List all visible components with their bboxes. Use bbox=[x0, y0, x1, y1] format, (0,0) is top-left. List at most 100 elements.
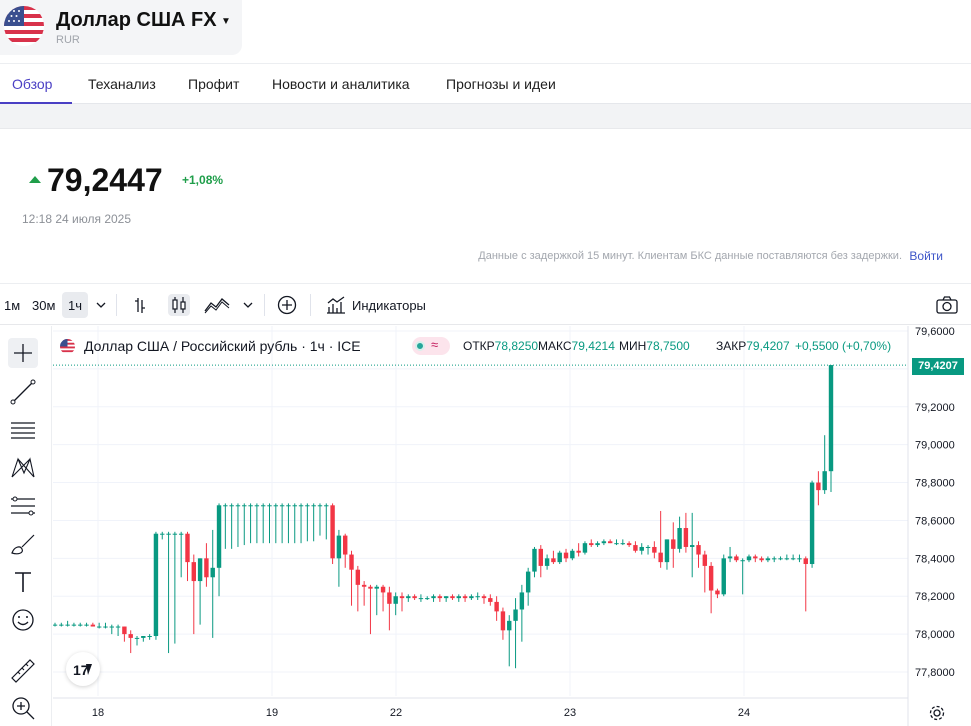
ruler-icon[interactable] bbox=[8, 656, 38, 686]
candle-body bbox=[626, 543, 632, 546]
high-label: МАКС bbox=[538, 339, 572, 353]
chart-toolbar: 1м 30м 1ч Индикаторы bbox=[0, 283, 971, 325]
y-tick-label: 78,4000 bbox=[915, 553, 955, 565]
y-tick-label: 78,6000 bbox=[915, 515, 955, 527]
y-tick-label: 78,8000 bbox=[915, 478, 955, 490]
candle-body bbox=[298, 505, 304, 507]
bar-chart-icon[interactable] bbox=[133, 296, 151, 314]
crosshair-icon[interactable] bbox=[8, 338, 38, 368]
tradingview-logo[interactable]: 17 bbox=[66, 652, 100, 686]
candle-body bbox=[216, 505, 222, 568]
candle-body bbox=[652, 546, 657, 553]
candle-body bbox=[620, 543, 626, 545]
candle-body bbox=[790, 558, 796, 560]
candle-body bbox=[746, 556, 752, 561]
candle-body bbox=[689, 545, 695, 547]
indicators-label[interactable]: Индикаторы bbox=[352, 298, 426, 313]
candles-icon[interactable] bbox=[168, 294, 190, 316]
delay-note: Данные с задержкой 15 минут. Клиентам БК… bbox=[478, 250, 902, 262]
tab-forecasts[interactable]: Прогнозы и идеи bbox=[446, 76, 556, 92]
camera-icon[interactable] bbox=[936, 296, 958, 314]
candle-body bbox=[292, 505, 297, 507]
caret-down-icon[interactable]: ▼ bbox=[221, 16, 231, 27]
trend-line-icon[interactable] bbox=[8, 377, 38, 407]
tab-news[interactable]: Новости и аналитика bbox=[272, 76, 410, 92]
gear-icon[interactable] bbox=[929, 705, 945, 721]
drawing-toolbar bbox=[0, 326, 52, 726]
y-tick-label: 78,0000 bbox=[915, 629, 955, 641]
plus-circle-icon[interactable] bbox=[277, 295, 297, 315]
candle-body bbox=[153, 533, 159, 637]
candle-body bbox=[78, 624, 83, 626]
x-tick-label: 24 bbox=[738, 707, 750, 719]
candle-body bbox=[614, 543, 619, 545]
smiley-icon[interactable] bbox=[8, 605, 38, 635]
interval-1h-button[interactable] bbox=[62, 292, 88, 318]
close-value: 79,4207 bbox=[746, 339, 790, 353]
up-arrow-icon bbox=[29, 176, 41, 183]
candle-body bbox=[248, 505, 253, 507]
candle-body bbox=[816, 482, 821, 491]
candle-body bbox=[254, 505, 260, 507]
us-flag-icon bbox=[60, 339, 75, 354]
ticker-currency: RUR bbox=[56, 34, 80, 46]
candle-body bbox=[715, 590, 720, 595]
candle-body bbox=[273, 505, 279, 507]
tab-tech-analysis[interactable]: Теханализ bbox=[88, 76, 156, 92]
candle-body bbox=[544, 558, 550, 566]
session-change: +0,5500 (+0,70%) bbox=[795, 339, 892, 353]
horizontal-lines-icon[interactable] bbox=[8, 415, 38, 445]
tab-profit[interactable]: Профит bbox=[188, 76, 240, 92]
candle-body bbox=[671, 539, 676, 549]
open-label: ОТКР bbox=[463, 339, 495, 353]
price-chart[interactable]: 79,600079,400079,200079,000078,800078,60… bbox=[53, 326, 971, 726]
indicators-icon[interactable] bbox=[326, 296, 346, 314]
toolbar-divider bbox=[116, 294, 117, 316]
candle-body bbox=[784, 558, 790, 560]
pattern-icon[interactable] bbox=[8, 453, 38, 483]
us-flag-icon bbox=[4, 6, 44, 46]
text-icon[interactable] bbox=[8, 567, 38, 597]
candle-body bbox=[178, 533, 184, 535]
candle-body bbox=[96, 626, 102, 628]
candle-body bbox=[557, 552, 562, 563]
candle-body bbox=[84, 624, 89, 626]
symbol-title: Доллар США / Российский рубль · 1ч · ICE bbox=[84, 338, 361, 354]
candle-body bbox=[141, 636, 146, 638]
chevron-down-icon[interactable] bbox=[243, 301, 253, 309]
login-link[interactable]: Войти bbox=[909, 249, 943, 263]
candle-body bbox=[279, 505, 285, 507]
candle-body bbox=[797, 558, 802, 560]
candle-body bbox=[582, 543, 588, 553]
candle-body bbox=[191, 562, 197, 582]
brush-icon[interactable] bbox=[8, 529, 38, 559]
candle-body bbox=[456, 596, 461, 599]
candle-body bbox=[696, 545, 701, 555]
interval-30m[interactable]: 30м bbox=[32, 298, 56, 313]
candle-body bbox=[103, 626, 108, 628]
candle-body bbox=[481, 596, 487, 599]
candle-body bbox=[223, 505, 228, 507]
candle-body bbox=[601, 541, 607, 544]
chevron-down-icon[interactable] bbox=[96, 301, 106, 309]
fib-icon[interactable] bbox=[8, 491, 38, 521]
ticker-selector[interactable]: Доллар США FX ▼ RUR bbox=[0, 0, 242, 55]
candle-body bbox=[702, 554, 708, 566]
svg-text:17: 17 bbox=[73, 662, 89, 678]
candle-body bbox=[59, 624, 64, 626]
candle-body bbox=[727, 556, 733, 559]
candle-body bbox=[519, 592, 525, 610]
zoom-in-icon[interactable] bbox=[8, 693, 38, 723]
tab-overview[interactable]: Обзор bbox=[12, 76, 53, 92]
candle-body bbox=[235, 505, 241, 507]
candle-body bbox=[330, 505, 335, 559]
x-tick-label: 18 bbox=[92, 707, 104, 719]
candle-body bbox=[443, 596, 449, 599]
candle-body bbox=[828, 365, 834, 472]
interval-1m[interactable]: 1м bbox=[4, 298, 21, 313]
area-chart-icon[interactable] bbox=[204, 296, 230, 314]
candle-body bbox=[494, 601, 499, 612]
candle-body bbox=[469, 596, 474, 599]
candle-body bbox=[172, 533, 178, 535]
candle-body bbox=[387, 592, 392, 604]
